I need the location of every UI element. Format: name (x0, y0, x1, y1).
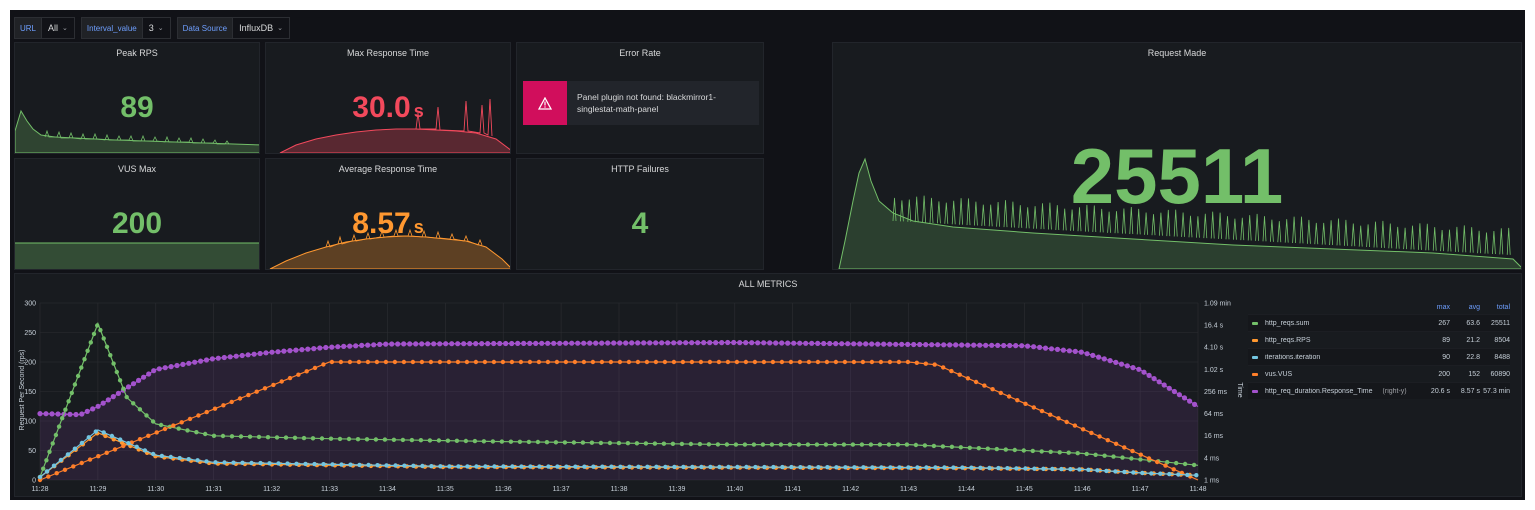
legend-label: iterations.iteration (1265, 353, 1321, 361)
legend-axis-note: (right-y) (1382, 387, 1407, 395)
panel-title: ALL METRICS (738, 279, 798, 289)
stat-number: 8.57 (352, 207, 411, 240)
legend-series-name[interactable]: http_reqs.sum (1248, 320, 1420, 327)
variable-value: 3 (148, 23, 154, 33)
error-line: Panel plugin not found: blackmirror1- (577, 91, 716, 102)
sparkline (279, 98, 510, 153)
variable-url[interactable]: URL All ⌄ (14, 17, 75, 39)
panel-title: Average Response Time (338, 164, 438, 174)
legend-row[interactable]: http_reqs.RPS 89 21.2 8504 (1248, 331, 1510, 348)
variable-value-select[interactable]: 3 ⌄ (142, 17, 171, 39)
sparkline (838, 157, 1521, 269)
variable-value-select[interactable]: InfluxDB ⌄ (233, 17, 290, 39)
variable-label: URL (14, 17, 43, 39)
legend-max: 89 (1442, 336, 1450, 344)
panel-average-response-time[interactable]: Average Response Time 8.57 s (265, 158, 511, 270)
stat-unit: s (413, 101, 424, 121)
legend-avg: 8.57 s (1460, 387, 1480, 395)
legend-series-name[interactable]: http_reqs.RPS (1248, 337, 1420, 344)
legend-total: 25511 (1491, 319, 1510, 327)
stat-value: 25511 (1070, 132, 1284, 220)
stat-number: 30.0 (352, 91, 411, 124)
legend-avg: 152 (1468, 370, 1480, 378)
legend-total: 8504 (1494, 336, 1510, 344)
stat-value: 89 (120, 91, 154, 124)
error-line: singlestat-math-panel (577, 104, 659, 114)
chevron-down-icon: ⌄ (157, 25, 164, 32)
legend-header-total[interactable]: total (1496, 303, 1510, 311)
legend-swatch (1252, 355, 1258, 359)
panel-http-failures[interactable]: HTTP Failures 4 (516, 158, 764, 270)
panel-max-response-time[interactable]: Max Response Time 30.0 s (265, 42, 511, 154)
legend-label: http_reqs.sum (1265, 319, 1310, 327)
sparkline (15, 109, 259, 153)
panel-title: Request Made (1147, 48, 1207, 58)
panel-title: Max Response Time (346, 48, 430, 58)
stat-value: 200 (111, 207, 163, 240)
chevron-down-icon: ⌄ (62, 25, 68, 32)
legend-avg: 21.2 (1466, 336, 1480, 344)
stat-value: 4 (631, 207, 649, 240)
stat-value: 8.57 s (266, 209, 510, 239)
panel-title: HTTP Failures (611, 164, 669, 174)
legend-row[interactable]: vus.VUS 200 152 60890 (1248, 365, 1510, 382)
variable-value: All (48, 23, 59, 33)
legend-header-avg[interactable]: avg (1468, 303, 1480, 311)
legend-avg: 22.8 (1466, 353, 1480, 361)
sparkline (15, 242, 259, 269)
legend-swatch (1252, 321, 1258, 325)
legend-total: 8488 (1494, 353, 1510, 361)
legend-total: 60890 (1490, 370, 1510, 378)
legend-swatch (1252, 389, 1258, 393)
legend-swatch (1252, 338, 1258, 342)
legend-header: max avg total (1248, 300, 1510, 314)
plugin-error-alert: Panel plugin not found: blackmirror1- si… (523, 81, 759, 125)
legend-row[interactable]: http_reqs.sum 267 63.6 25511 (1248, 314, 1510, 331)
legend-avg: 63.6 (1466, 319, 1480, 327)
legend-header-max[interactable]: max (1436, 303, 1450, 311)
legend-row[interactable]: iterations.iteration 90 22.8 8488 (1248, 348, 1510, 365)
legend-label: http_reqs.RPS (1265, 336, 1311, 344)
stat-unit: s (413, 217, 424, 237)
variable-label: Interval_value (80, 17, 143, 39)
variable-datasource[interactable]: Data Source InfluxDB ⌄ (176, 17, 290, 39)
dashboard: URL All ⌄ Interval_value 3 ⌄ Data Source I… (10, 10, 1525, 500)
panel-vus-max[interactable]: VUS Max 200 (14, 158, 260, 270)
panel-title: Error Rate (619, 48, 661, 58)
panel-peak-rps[interactable]: Peak RPS 89 (14, 42, 260, 154)
variable-value: InfluxDB (239, 23, 274, 33)
variables-bar: URL All ⌄ Interval_value 3 ⌄ Data Source I… (14, 17, 290, 39)
sparkline (269, 228, 510, 269)
legend-label: http_req_duration.Response_Time (1265, 387, 1373, 395)
panel-error-rate[interactable]: Error Rate Panel plugin not found: black… (516, 42, 764, 154)
warning-triangle-icon (523, 81, 567, 125)
variable-label: Data Source (176, 17, 234, 39)
variable-value-select[interactable]: All ⌄ (42, 17, 75, 39)
chart-legend: max avg total http_reqs.sum 267 63.6 25511 h… (1248, 300, 1510, 399)
panel-request-made[interactable]: Request Made 25511 (832, 42, 1522, 270)
legend-row[interactable]: http_req_duration.Response_Time (right-y)… (1248, 382, 1510, 399)
panel-title: Peak RPS (116, 48, 158, 58)
legend-max: 267 (1438, 319, 1450, 327)
legend-series-name[interactable]: vus.VUS (1248, 371, 1420, 378)
legend-max: 200 (1438, 370, 1450, 378)
stat-value: 30.0 s (266, 93, 510, 123)
legend-swatch (1252, 372, 1258, 376)
plugin-error-message: Panel plugin not found: blackmirror1- si… (567, 91, 747, 116)
legend-max: 90 (1442, 353, 1450, 361)
variable-interval[interactable]: Interval_value 3 ⌄ (80, 17, 171, 39)
legend-series-name[interactable]: http_req_duration.Response_Time (right-y) (1248, 388, 1420, 395)
legend-label: vus.VUS (1265, 370, 1293, 378)
legend-series-name[interactable]: iterations.iteration (1248, 354, 1420, 361)
panel-title: VUS Max (117, 164, 156, 174)
legend-total: 57.3 min (1483, 387, 1510, 395)
legend-max: 20.6 s (1430, 387, 1450, 395)
chevron-down-icon: ⌄ (277, 25, 283, 32)
